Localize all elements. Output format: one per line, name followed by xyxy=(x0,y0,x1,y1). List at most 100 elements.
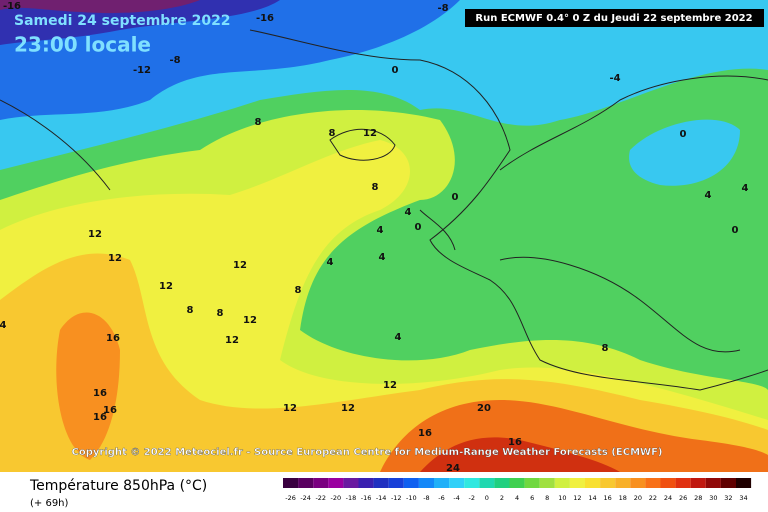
contour-label: 16 xyxy=(418,428,432,439)
legend-swatch xyxy=(615,478,631,488)
legend-swatch xyxy=(494,478,510,488)
contour-label: 0 xyxy=(732,225,739,236)
legend-tick-label: 30 xyxy=(709,494,717,502)
contour-label: 24 xyxy=(446,463,460,474)
contour-label: -16 xyxy=(256,13,274,24)
legend-tick-label: 18 xyxy=(619,494,627,502)
legend-tick-label: -12 xyxy=(391,494,402,502)
cold-pocket xyxy=(629,119,740,186)
legend-swatch xyxy=(283,478,299,488)
legend-tick-label: -20 xyxy=(331,494,342,502)
legend-tick-label: 24 xyxy=(664,494,672,502)
legend-swatch xyxy=(479,478,495,488)
contour-label: -16 xyxy=(3,1,21,12)
footer-title: Température 850hPa (°C) xyxy=(29,478,207,494)
legend-tick-label: -8 xyxy=(423,494,429,502)
legend-tick-label: -18 xyxy=(346,494,357,502)
contour-label: 8 xyxy=(295,285,302,296)
contour-label: 8 xyxy=(372,182,379,193)
contour-label: 16 xyxy=(103,405,117,416)
arctic-zone xyxy=(0,0,200,14)
legend-swatch xyxy=(449,478,465,488)
contour-label: 12 xyxy=(341,403,355,414)
legend-tick-label: 12 xyxy=(573,494,581,502)
legend-tick-label: 10 xyxy=(558,494,566,502)
time: 23:00 locale xyxy=(14,33,151,57)
legend-swatch xyxy=(645,478,661,488)
legend-swatch xyxy=(705,478,721,488)
contour-label: 8 xyxy=(329,128,336,139)
contour-label: 12 xyxy=(383,380,397,391)
legend-swatch xyxy=(358,478,374,488)
contour-label: -4 xyxy=(609,73,620,84)
legend-tick-label: -6 xyxy=(438,494,444,502)
legend-swatch xyxy=(418,478,434,488)
legend-tick-label: 26 xyxy=(679,494,687,502)
legend-tick-label: 14 xyxy=(588,494,596,502)
contour-label: 0 xyxy=(680,129,687,140)
legend-tick-label: 20 xyxy=(634,494,642,502)
contour-label: 20 xyxy=(477,403,491,414)
coastlines xyxy=(0,29,768,391)
run-box xyxy=(465,9,764,27)
legend-swatch xyxy=(313,478,329,488)
contour-label: 4 xyxy=(742,183,749,194)
legend-swatch xyxy=(720,478,736,488)
legend-tick-label: 4 xyxy=(515,494,519,502)
legend-tick-label: 8 xyxy=(545,494,549,502)
legend-swatch xyxy=(388,478,404,488)
legend-swatch xyxy=(554,478,570,488)
legend-swatch xyxy=(373,478,389,488)
contour-label: 12 xyxy=(225,335,239,346)
contour-label: 4 xyxy=(405,207,412,218)
contour-label: 4 xyxy=(705,190,712,201)
contour-label: -8 xyxy=(169,55,180,66)
copyright: Copyright © 2022 Meteociel.fr - Source E… xyxy=(72,447,663,458)
contour-label: 4 xyxy=(379,252,386,263)
legend-swatch xyxy=(403,478,419,488)
legend-swatch xyxy=(569,478,585,488)
contour-label: 12 xyxy=(159,281,173,292)
contour-label: 8 xyxy=(255,117,262,128)
legend-tick-label: 16 xyxy=(604,494,612,502)
legend-tick-label: -16 xyxy=(361,494,372,502)
legend-tick-label: 32 xyxy=(724,494,732,502)
legend-tick-label: 28 xyxy=(694,494,702,502)
legend-tick-label: -22 xyxy=(315,494,326,502)
contour-label: 12 xyxy=(283,403,297,414)
contour-label: 8 xyxy=(217,308,224,319)
legend-swatch xyxy=(328,478,344,488)
legend-tick-label: 34 xyxy=(739,494,747,502)
run-info: Run ECMWF 0.4° 0 Z du Jeudi 22 septembre… xyxy=(475,13,752,24)
contour-label: 12 xyxy=(233,260,247,271)
legend-tick-label: -10 xyxy=(406,494,417,502)
contour-label: 8 xyxy=(602,343,609,354)
contour-label: 0 xyxy=(415,222,422,233)
contour-label: 16 xyxy=(508,437,522,448)
legend-tick-label: 22 xyxy=(649,494,657,502)
contour-label: 12 xyxy=(243,315,257,326)
legend-swatch xyxy=(660,478,676,488)
forecast-lead: (+ 69h) xyxy=(30,498,69,509)
legend-swatch xyxy=(539,478,555,488)
legend-swatch xyxy=(600,478,616,488)
legend-tick-label: -24 xyxy=(300,494,311,502)
contour-label: -8 xyxy=(437,3,448,14)
contour-label: 16 xyxy=(106,333,120,344)
legend-swatch xyxy=(434,478,450,488)
legend-tick-label: -2 xyxy=(469,494,475,502)
contour-label: 8 xyxy=(187,305,194,316)
contour-label: 4 xyxy=(327,257,334,268)
contour-label: 0 xyxy=(452,192,459,203)
legend-swatch xyxy=(298,478,314,488)
legend-swatch xyxy=(343,478,359,488)
contour-label: 0 xyxy=(392,65,399,76)
legend-swatch xyxy=(464,478,480,488)
legend-swatch xyxy=(675,478,691,488)
contour-label: 16 xyxy=(93,412,107,423)
contour-label: 12 xyxy=(88,229,102,240)
contour-label: 4 xyxy=(377,225,384,236)
legend-swatch xyxy=(585,478,601,488)
hottest-zone xyxy=(420,437,620,472)
legend-swatch xyxy=(736,478,752,488)
